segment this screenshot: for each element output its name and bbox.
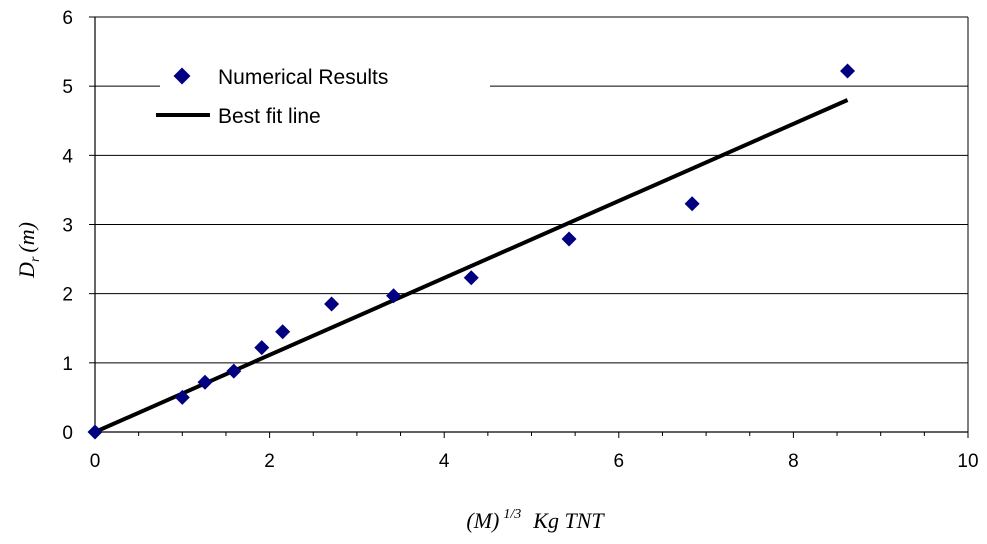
data-point-10 xyxy=(684,196,700,212)
data-point-8 xyxy=(463,270,479,286)
legend-label-numerical-results: Numerical Results xyxy=(218,66,388,89)
gridlines xyxy=(95,16,968,364)
y-tick-labels: 0 1 2 3 4 5 6 xyxy=(62,8,73,444)
data-point-6 xyxy=(324,296,340,312)
x-tick-label-0: 0 xyxy=(90,451,101,472)
y-tick-label-4: 4 xyxy=(62,146,73,167)
x-tick-label-5: 10 xyxy=(957,451,978,472)
x-tick-label-4: 8 xyxy=(788,451,799,472)
legend-marker-diamond xyxy=(173,67,191,85)
legend-background xyxy=(160,56,490,138)
data-point-0 xyxy=(87,424,103,440)
x-tick-label-1: 2 xyxy=(264,451,275,472)
legend-label-best-fit: Best fit line xyxy=(218,105,321,128)
y-tick-label-6: 6 xyxy=(62,8,73,29)
data-point-5 xyxy=(275,324,291,340)
numerical-results-series xyxy=(87,63,856,440)
x-tick-labels: 0 2 4 6 8 10 xyxy=(90,451,979,472)
y-axis-title: Dr(m) xyxy=(14,222,43,279)
y-tick-label-1: 1 xyxy=(62,354,73,375)
legend: Numerical Results Best fit line xyxy=(156,56,490,138)
data-point-11 xyxy=(840,63,856,79)
best-fit-line xyxy=(94,98,849,434)
data-point-2 xyxy=(197,374,213,390)
x-tick-label-3: 6 xyxy=(614,451,625,472)
y-tick-label-0: 0 xyxy=(62,423,73,444)
data-point-7 xyxy=(386,288,402,304)
y-tick-label-5: 5 xyxy=(62,77,73,98)
data-point-4 xyxy=(254,340,270,356)
best-fit-series xyxy=(94,98,849,434)
y-tick-label-2: 2 xyxy=(62,285,73,306)
data-point-3 xyxy=(226,363,242,379)
data-point-1 xyxy=(174,389,190,405)
x-tick-label-2: 4 xyxy=(439,451,450,472)
data-point-9 xyxy=(561,231,577,247)
x-axis-title: (M) 1/3 Kg TNT xyxy=(466,507,605,533)
y-tick-label-3: 3 xyxy=(62,216,73,237)
